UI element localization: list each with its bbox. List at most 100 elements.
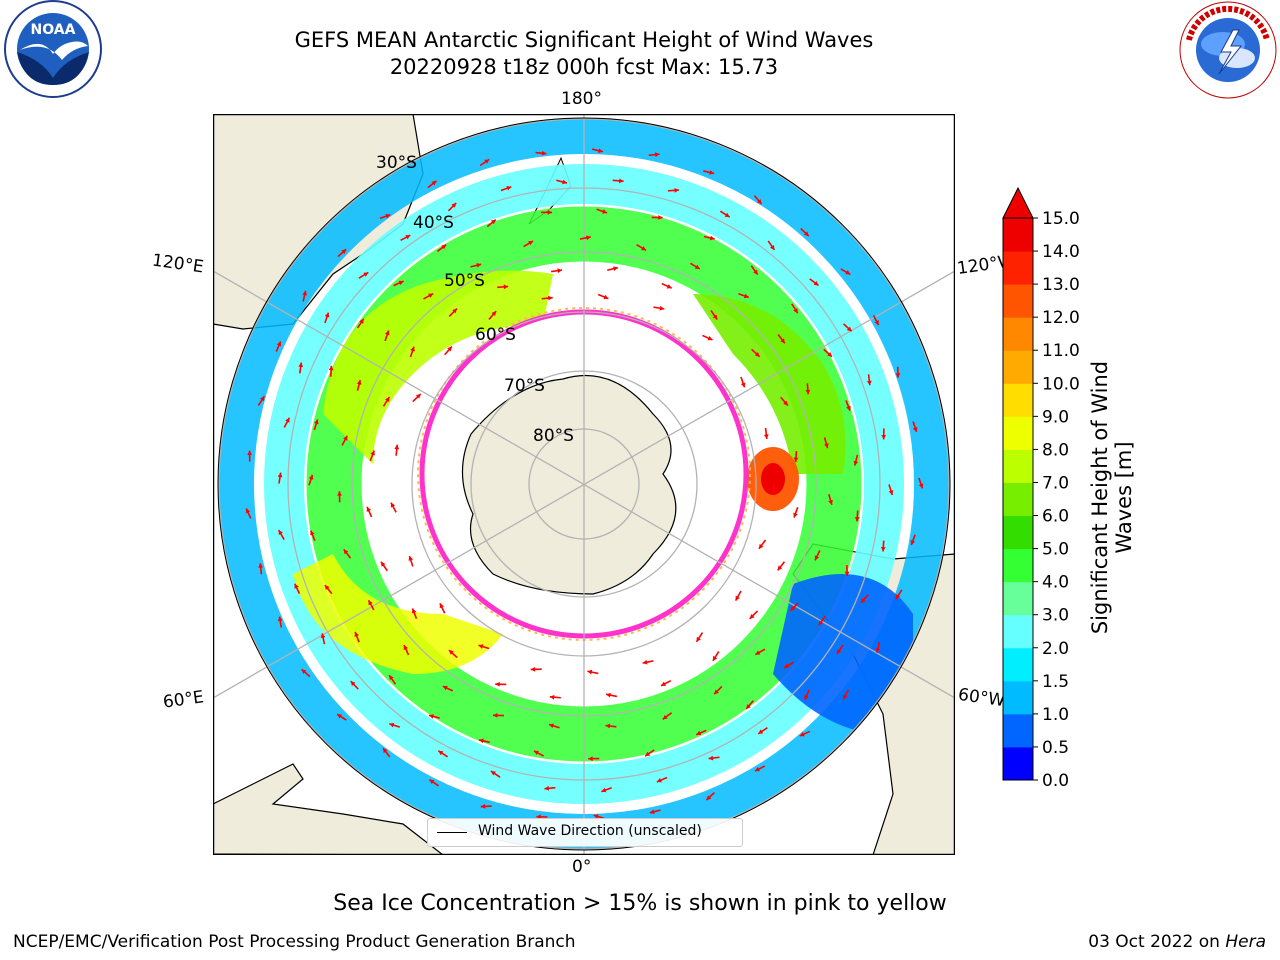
wave-direction-arrowhead [784, 663, 790, 668]
wave-direction-arrowhead [593, 814, 599, 819]
colorbar-tick-label: 7.0 [1042, 473, 1069, 493]
wave-direction-arrowhead [912, 426, 918, 432]
wave-direction-arrowhead [649, 809, 655, 815]
wave-direction-arrowhead [439, 603, 445, 609]
wave-direction-arrowhead [805, 389, 811, 395]
wave-direction-arrowhead [442, 685, 448, 691]
wave-direction-arrowhead [380, 561, 386, 567]
wave-direction-arrowhead [548, 295, 553, 301]
wave-direction-arrowhead [337, 714, 343, 719]
wave-direction-arrowhead [530, 666, 536, 672]
map-legend: Wind Wave Direction (unscaled) [427, 818, 743, 847]
wave-direction-arrowhead [813, 280, 819, 286]
wave-direction-arrowhead [846, 326, 852, 332]
wave-direction-arrowhead [586, 235, 591, 241]
wave-direction-arrowhead [824, 443, 829, 449]
wave-direction-arrowhead [793, 457, 799, 463]
wave-direction-arrowhead [619, 178, 624, 184]
wave-direction-arrowhead [674, 187, 679, 193]
sea-ice-note: Sea Ice Concentration > 15% is shown in … [333, 891, 947, 916]
meridian-label-0: 0° [572, 857, 592, 877]
colorbar-label: Significant Height of Wind Waves [m] [1088, 360, 1136, 635]
wave-direction-arrowhead [753, 269, 758, 275]
wave-direction-arrowhead [613, 266, 618, 272]
wave-direction-arrowhead [743, 293, 749, 299]
wave-direction-arrowhead [403, 645, 408, 651]
wave-direction-arrowhead [602, 209, 608, 214]
wave-direction-arrowhead [492, 712, 498, 718]
wave-direction-arrowhead [370, 450, 375, 456]
meridian-label-120e: 120°E [150, 250, 205, 278]
wave-direction-arrowhead [328, 365, 334, 371]
wave-direction-arrowhead [533, 750, 539, 756]
colorbar-segment [1003, 713, 1033, 748]
wave-direction-arrowhead [390, 502, 396, 508]
wave-direction-arrowhead [603, 294, 609, 300]
wave-direction-arrowhead [709, 235, 715, 241]
wave-direction-arrowhead [277, 472, 283, 478]
colorbar-tick-label: 3.0 [1042, 606, 1069, 626]
wave-direction-arrowhead [324, 585, 330, 591]
antarctica-land [461, 375, 677, 595]
wave-direction-arrowhead [259, 396, 265, 402]
wave-direction-arrowhead [587, 669, 593, 675]
wave-direction-arrowhead [428, 293, 434, 298]
colorbar: 0.0 0.5 1.0 1.5 2.0 3.0 4.0 5.0 6.0 7.0 8.0 9.0 10.0… [990, 180, 1160, 800]
wave-direction-arrowhead [880, 546, 886, 552]
wave-direction-arrowhead [429, 779, 435, 785]
colorbar-svg: 0.0 0.5 1.0 1.5 2.0 3.0 4.0 5.0 6.0 7.0 8.0 9.0 10.0… [1002, 186, 1080, 791]
wave-direction-arrowhead [712, 314, 718, 320]
wave-direction-arrowhead [714, 689, 719, 695]
wave-direction-arrowhead [528, 241, 534, 246]
colorbar-extend-arrow [1002, 186, 1034, 219]
wave-direction-arrowhead [301, 669, 307, 675]
wave-direction-arrowhead [310, 530, 315, 536]
wave-direction-arrowhead [350, 681, 356, 686]
colorbar-tick-label: 5.0 [1042, 540, 1069, 560]
wave-direction-arrowhead [641, 246, 647, 251]
colorbar-tick-label: 0.0 [1042, 771, 1069, 791]
wave-direction-arrowhead [258, 563, 264, 568]
wave-direction-arrowhead [337, 491, 342, 496]
colorbar-segment [1003, 449, 1033, 483]
wave-direction-arrowhead [707, 335, 713, 341]
wave-direction-arrowhead [895, 594, 901, 600]
wave-direction-arrowhead [415, 393, 421, 399]
wave-direction-arrowhead [605, 723, 611, 729]
colorbar-tick-label: 12.0 [1042, 308, 1080, 328]
wave-direction-arrowhead [366, 506, 372, 512]
colorbar-segment [1003, 746, 1033, 781]
wave-direction-arrowhead [405, 235, 411, 240]
wave-direction-arrowhead [278, 529, 283, 535]
wave-direction-arrowhead [431, 180, 437, 186]
wave-direction-arrowhead [389, 722, 395, 728]
wave-direction-arrowhead [754, 766, 760, 772]
legend-line-symbol [437, 832, 467, 833]
wave-direction-arrowhead [696, 730, 702, 736]
colorbar-tick-label: 11.0 [1042, 341, 1080, 361]
wave-direction-arrowhead [245, 508, 251, 514]
footer-host: Hera [1225, 932, 1266, 952]
colorbar-tick-label: 14.0 [1042, 242, 1080, 262]
wave-direction-arrowhead [382, 748, 388, 754]
wave-direction-arrowhead [828, 499, 833, 505]
wave-direction-arrowhead [484, 159, 490, 164]
wave-direction-arrowhead [845, 270, 851, 275]
wave-direction-arrowhead [799, 731, 805, 737]
colorbar-segment [1003, 647, 1033, 682]
colorbar-label-container: Significant Height of Wind Waves [m] [1088, 345, 1168, 655]
colorbar-segment [1003, 680, 1033, 715]
wave-direction-arrowhead [804, 695, 809, 701]
wave-direction-arrowhead [645, 751, 651, 757]
wave-direction-arrowhead [549, 723, 554, 729]
wave-direction-arrowhead [384, 330, 390, 336]
wave-direction-arrowhead [428, 714, 434, 719]
wave-direction-arrowhead [441, 244, 447, 250]
wave-direction-arrowhead [478, 738, 484, 744]
wave-direction-arrowhead [843, 694, 848, 700]
wave-direction-arrowhead [324, 312, 330, 318]
wave-direction-arrowhead [724, 212, 730, 218]
wave-direction-arrowhead [490, 219, 496, 225]
wave-direction-arrowhead [302, 290, 307, 296]
wave-direction-arrowhead [661, 681, 667, 686]
